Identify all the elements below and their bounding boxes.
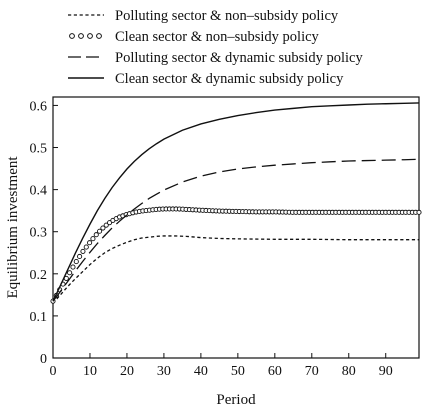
series-1 — [52, 235, 419, 304]
series-marker — [416, 209, 422, 215]
legend: Polluting sector & non–subsidy policy Cle… — [68, 8, 363, 87]
legend-label: Polluting sector & non–subsidy policy — [115, 8, 339, 24]
series-marker — [93, 232, 99, 238]
legend-swatch-marker — [69, 33, 75, 39]
x-tick-label: 40 — [194, 364, 208, 379]
series-marker — [80, 248, 86, 254]
series-line — [52, 235, 419, 304]
legend-label: Clean sector & dynamic subsidy policy — [115, 71, 344, 87]
series-marker — [77, 253, 83, 260]
y-tick-label: 0.3 — [30, 226, 48, 241]
x-tick-label: 70 — [305, 364, 319, 379]
plot-frame — [52, 96, 420, 359]
series-marker — [100, 225, 106, 231]
x-axis-title: Period — [216, 392, 256, 408]
x-tick-label: 50 — [231, 364, 245, 379]
series-marker — [97, 228, 103, 234]
legend-entry-1: Polluting sector & non–subsidy policy — [68, 8, 339, 24]
legend-entry-2: Clean sector & non–subsidy policy — [69, 29, 320, 45]
series-2 — [50, 206, 422, 304]
legend-entry-4: Clean sector & dynamic subsidy policy — [68, 71, 344, 87]
x-tick-label: 60 — [268, 364, 282, 379]
y-tick-label: 0.6 — [30, 99, 48, 114]
series-3 — [52, 158, 420, 302]
y-tick-label: 0.1 — [30, 310, 48, 325]
series-4 — [52, 102, 420, 302]
x-tick-label: 30 — [157, 364, 171, 379]
y-tick-label: 0.4 — [30, 184, 48, 199]
x-tick-label: 10 — [83, 364, 97, 379]
x-tick-label: 80 — [342, 364, 356, 379]
y-tick-label: 0 — [40, 352, 47, 367]
series-line — [52, 102, 420, 302]
y-axis: 0 0.1 0.2 0.3 0.4 0.5 0.6 — [30, 99, 58, 367]
legend-swatch-marker — [96, 33, 102, 39]
legend-swatch-marker — [78, 33, 84, 39]
x-tick-label: 0 — [50, 364, 57, 379]
series-marker — [90, 236, 96, 242]
legend-label: Polluting sector & dynamic subsidy polic… — [115, 50, 363, 66]
series-marker — [83, 244, 89, 250]
series-marker — [67, 270, 73, 276]
x-tick-label: 20 — [120, 364, 134, 379]
x-tick-label: 90 — [379, 364, 393, 379]
series-marker — [70, 264, 76, 270]
y-tick-label: 0.5 — [30, 142, 48, 157]
legend-label: Clean sector & non–subsidy policy — [115, 29, 320, 45]
legend-swatch-marker — [87, 33, 93, 39]
series-layer — [50, 102, 422, 304]
series-marker — [107, 220, 113, 226]
plot-border — [52, 96, 420, 359]
y-tick-label: 0.2 — [30, 268, 48, 283]
legend-entry-3: Polluting sector & dynamic subsidy polic… — [68, 50, 363, 66]
x-axis: 0 10 20 30 40 50 60 70 80 90 — [50, 353, 393, 379]
y-axis-title: Equilibrium investment — [5, 156, 21, 299]
series-marker — [87, 240, 93, 246]
series-marker — [73, 259, 79, 265]
series-marker — [103, 222, 109, 228]
series-line — [52, 158, 420, 302]
